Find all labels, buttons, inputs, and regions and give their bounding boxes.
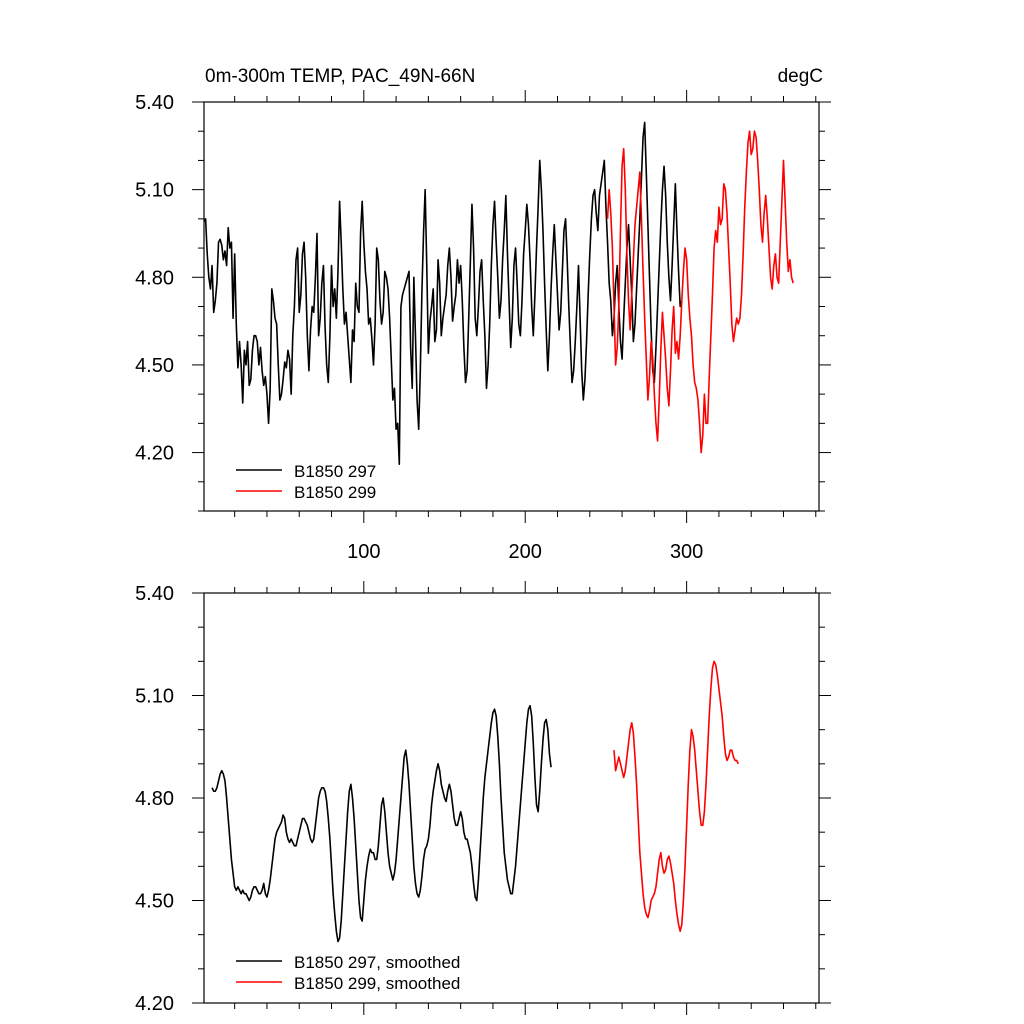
y-tick-label: 5.40 [135, 92, 174, 114]
y-tick-label: 4.50 [135, 355, 174, 377]
top-x-tick-labels: 100 200 300 [347, 541, 703, 563]
y-tick-label: 5.10 [135, 180, 174, 202]
bottom-legend: B1850 297, smoothed B1850 299, smoothed [236, 953, 460, 993]
bottom-axis-ticks [192, 581, 831, 1015]
series-line-b1850-297 [204, 121, 683, 466]
series-line-b1850-299 [606, 130, 794, 454]
bottom-y-tick-labels: 4.20 4.50 4.80 5.10 5.40 [135, 583, 174, 1015]
legend-label-297: B1850 297 [294, 462, 376, 481]
legend-label-299: B1850 299 [294, 483, 376, 502]
y-tick-label: 4.20 [135, 993, 174, 1015]
y-tick-label: 5.10 [135, 686, 174, 708]
series-line-b1850-297-smoothed [211, 704, 552, 943]
x-tick-label: 100 [347, 541, 380, 563]
series-line-b1850-299-smoothed [613, 660, 740, 933]
x-tick-label: 300 [670, 541, 703, 563]
y-tick-label: 4.50 [135, 891, 174, 913]
bottom-series-lines [211, 660, 740, 943]
top-axis-ticks [192, 90, 831, 523]
chart-title: 0m-300m TEMP, PAC_49N-66N [205, 66, 475, 87]
top-legend: B1850 297 B1850 299 [236, 462, 376, 502]
y-tick-label: 5.40 [135, 583, 174, 605]
x-tick-label: 200 [509, 541, 542, 563]
top-y-tick-labels: 4.20 4.50 4.80 5.10 5.40 [135, 92, 174, 465]
top-panel: 0m-300m TEMP, PAC_49N-66N degC 4.204.504… [135, 66, 831, 563]
top-plot-frame [203, 101, 820, 512]
y-tick-label: 4.80 [135, 267, 174, 289]
top-series-lines [204, 121, 794, 466]
bottom-plot-frame [203, 592, 820, 1004]
legend-label-297-smoothed: B1850 297, smoothed [294, 953, 460, 972]
y-tick-label: 4.20 [135, 443, 174, 465]
legend-label-299-smoothed: B1850 299, smoothed [294, 974, 460, 993]
y-tick-label: 4.80 [135, 788, 174, 810]
units-label: degC [778, 66, 823, 87]
bottom-panel: 4.20 4.50 4.80 5.10 5.40 B1850 297, smoothed… [135, 581, 831, 1015]
